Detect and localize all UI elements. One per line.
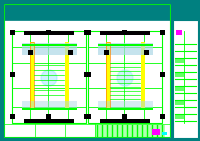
Bar [98, 43, 152, 55]
Bar [174, 58, 183, 63]
Bar [172, 20, 197, 138]
Bar [22, 44, 77, 46]
Bar [3, 3, 170, 138]
Bar [121, 30, 126, 35]
Bar [86, 30, 91, 35]
Bar [103, 50, 108, 55]
Bar [10, 30, 15, 35]
Circle shape [116, 70, 132, 86]
Bar [30, 42, 34, 109]
Bar [175, 30, 181, 35]
Bar [174, 100, 183, 105]
Bar [159, 114, 164, 119]
Bar [3, 124, 170, 138]
Bar [140, 42, 144, 109]
Bar [3, 20, 170, 138]
Bar [172, 20, 197, 138]
Bar [24, 119, 74, 123]
Bar [4, 4, 169, 137]
Bar [22, 101, 77, 109]
Circle shape [41, 70, 57, 86]
Bar [30, 42, 34, 109]
Bar [10, 114, 15, 119]
Bar [98, 44, 152, 46]
Bar [84, 72, 89, 77]
Bar [86, 114, 91, 119]
Bar [100, 119, 149, 123]
Bar [98, 108, 152, 110]
Bar [159, 30, 164, 35]
Bar [88, 31, 161, 123]
Bar [84, 30, 89, 35]
Bar [95, 125, 164, 137]
Bar [86, 72, 91, 77]
Bar [84, 114, 89, 119]
Bar [46, 30, 51, 35]
Bar [10, 72, 15, 77]
Bar [28, 50, 33, 55]
Bar [151, 129, 159, 135]
Bar [161, 132, 166, 135]
Bar [24, 31, 74, 35]
Bar [105, 42, 109, 109]
Bar [98, 101, 152, 109]
Bar [159, 72, 164, 77]
Bar [22, 43, 77, 55]
Bar [65, 42, 69, 109]
Bar [65, 42, 69, 109]
Bar [174, 86, 183, 91]
Bar [121, 114, 126, 119]
Bar [46, 114, 51, 119]
Bar [174, 72, 183, 77]
Bar [68, 50, 73, 55]
Bar [105, 42, 109, 109]
Bar [100, 31, 149, 35]
Bar [143, 50, 148, 55]
Bar [22, 108, 77, 110]
Bar [12, 31, 86, 123]
Bar [174, 114, 183, 119]
